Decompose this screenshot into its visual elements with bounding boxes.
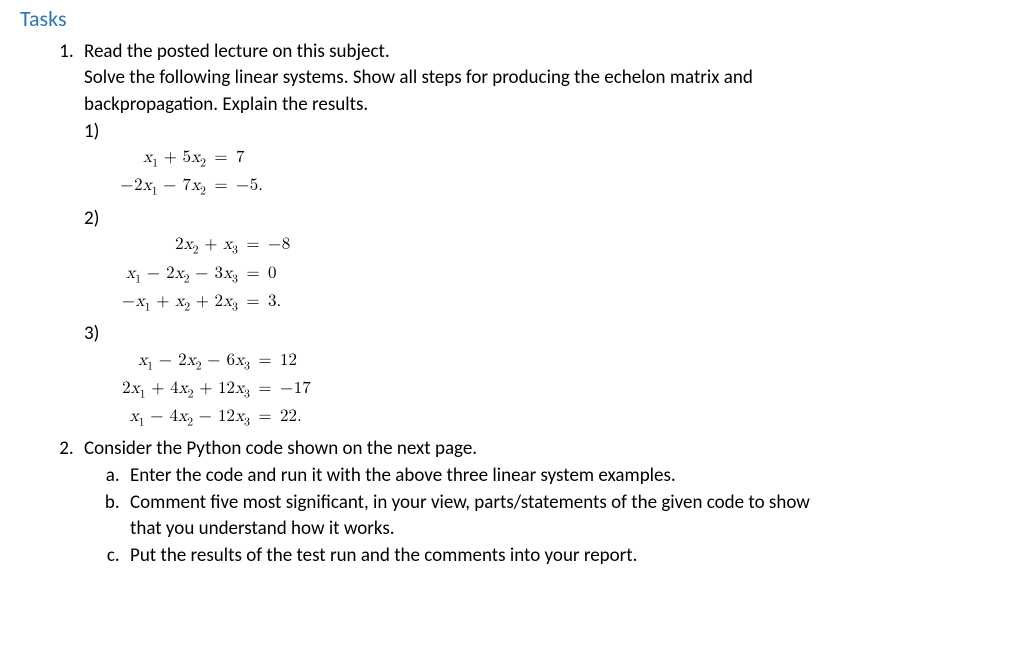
eq-rhs: 12 [280, 348, 297, 374]
problem-1-label: 1) [84, 119, 1004, 146]
task2-sublist: Enter the code and run it with the above… [84, 463, 1004, 569]
eq3-row1: x1 − 2x2 − 6x3 = 12 [110, 348, 1004, 376]
eq-rhs: 3. [268, 289, 281, 315]
eq-equals: = [250, 376, 280, 402]
eq-lhs: x1 − 2x2 − 6x3 [110, 348, 250, 376]
eq-lhs: x1 + 5x2 [110, 145, 206, 173]
task1-line2: Solve the following linear systems. Show… [84, 65, 1004, 92]
task2-b-text2: that you understand how it works. [130, 517, 395, 540]
task2-c: Put the results of the test run and the … [124, 543, 1004, 570]
page: Tasks Read the posted lecture on this su… [0, 0, 1024, 569]
problem-2-label: 2) [84, 206, 1004, 233]
eq-equals: = [206, 145, 236, 171]
task1-line1: Read the posted lecture on this subject. [84, 39, 1004, 66]
eq2-row1: 2x2 + x3 = −8 [110, 232, 1004, 260]
eq2-row2: x1 − 2x2 − 3x3 = 0 [110, 261, 1004, 289]
eq-equals: = [250, 404, 280, 430]
problem-3-label: 3) [84, 321, 1004, 348]
eq-lhs: x1 − 4x2 − 12x3 [110, 404, 250, 432]
equation-system-3: x1 − 2x2 − 6x3 = 12 2x1 + 4x2 + 12x3 = −… [110, 348, 1004, 433]
tasks-header: Tasks [20, 4, 1004, 35]
task2-c-text: Put the results of the test run and the … [130, 544, 637, 567]
equation-system-1: x1 + 5x2 = 7 −2x1 − 7x2 = −5. [110, 145, 1004, 202]
eq1-row2: −2x1 − 7x2 = −5. [110, 173, 1004, 201]
eq-rhs: −17 [280, 376, 311, 402]
eq-lhs: −2x1 − 7x2 [110, 173, 206, 201]
eq-rhs: 22. [280, 404, 302, 430]
eq-rhs: −8 [268, 232, 290, 258]
eq-rhs: −5. [236, 173, 263, 199]
eq-lhs: 2x1 + 4x2 + 12x3 [110, 376, 250, 404]
eq-lhs: 2x2 + x3 [110, 232, 238, 260]
task-1: Read the posted lecture on this subject.… [78, 39, 1004, 433]
eq3-row3: x1 − 4x2 − 12x3 = 22. [110, 404, 1004, 432]
task2-a-text: Enter the code and run it with the above… [130, 464, 676, 487]
task2-b: Comment five most significant, in your v… [124, 490, 1004, 543]
task-list: Read the posted lecture on this subject.… [20, 39, 1004, 570]
eq-equals: = [238, 289, 268, 315]
eq-equals: = [250, 348, 280, 374]
eq-rhs: 7 [236, 145, 245, 171]
eq-equals: = [206, 173, 236, 199]
eq-rhs: 0 [268, 261, 277, 287]
task2-intro: Consider the Python code shown on the ne… [84, 436, 1004, 463]
equation-system-2: 2x2 + x3 = −8 x1 − 2x2 − 3x3 = 0 −x1 + x… [110, 232, 1004, 317]
task-2: Consider the Python code shown on the ne… [78, 436, 1004, 569]
eq2-row3: −x1 + x2 + 2x3 = 3. [110, 289, 1004, 317]
eq3-row2: 2x1 + 4x2 + 12x3 = −17 [110, 376, 1004, 404]
eq-equals: = [238, 232, 268, 258]
eq1-row1: x1 + 5x2 = 7 [110, 145, 1004, 173]
eq-lhs: x1 − 2x2 − 3x3 [110, 261, 238, 289]
task2-a: Enter the code and run it with the above… [124, 463, 1004, 490]
eq-equals: = [238, 261, 268, 287]
task1-line3: backpropagation. Explain the results. [84, 92, 1004, 119]
eq-lhs: −x1 + x2 + 2x3 [110, 289, 238, 317]
task2-b-text: Comment five most significant, in your v… [130, 491, 810, 514]
